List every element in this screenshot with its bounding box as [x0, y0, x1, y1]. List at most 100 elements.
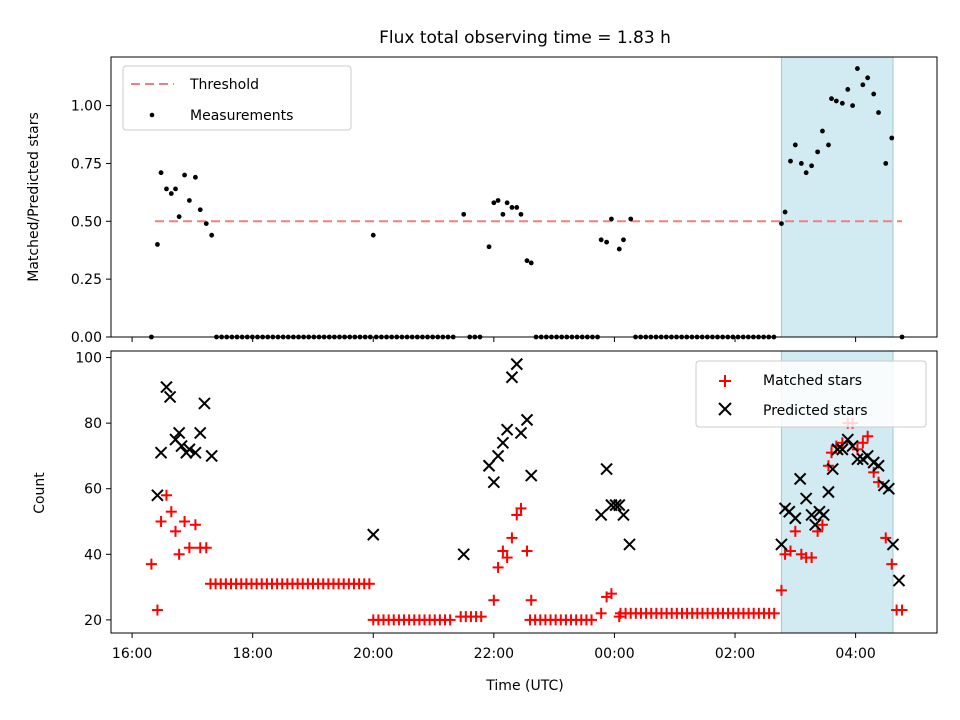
matched-star-marker	[363, 578, 375, 590]
predicted-star-marker	[775, 538, 788, 551]
matched-star-marker	[200, 542, 212, 554]
matched-star-marker	[525, 594, 537, 606]
matched-star-marker	[595, 607, 607, 619]
matched-star-marker	[515, 502, 527, 514]
predicted-star-marker	[183, 443, 196, 456]
measurement-point	[833, 98, 839, 104]
predicted-star-marker	[822, 485, 835, 499]
predicted-star-marker	[525, 469, 538, 482]
matched-star-marker	[501, 552, 513, 564]
matched-star-marker	[165, 506, 177, 518]
marker-stroke	[817, 508, 830, 522]
legend-matched-label: Matched stars	[763, 373, 862, 389]
marker-stroke	[514, 426, 528, 440]
predicted-star-marker	[194, 426, 207, 440]
predicted-star-marker	[831, 443, 844, 456]
marker-stroke	[457, 548, 470, 561]
legend-box	[122, 65, 352, 131]
matched-star-marker	[862, 430, 874, 442]
measurement-point	[173, 186, 178, 192]
measurement-point	[370, 232, 376, 238]
marker-stroke	[851, 453, 864, 466]
marker-stroke	[151, 489, 164, 502]
matched-star-marker	[170, 525, 182, 537]
measurement-point	[186, 198, 192, 203]
predicted-star-marker	[882, 482, 895, 495]
measurement-point	[815, 149, 821, 155]
legend-predicted-label: Predicted stars	[763, 403, 868, 419]
y-tick-label: 1.00	[71, 99, 102, 115]
measurement-point	[182, 172, 187, 178]
legend-predicted-swatch	[718, 402, 732, 416]
marker-stroke	[194, 426, 207, 440]
y-axis-label: Matched/Predicted stars	[26, 112, 42, 282]
measurement-point	[518, 211, 524, 217]
predicted-star-marker	[160, 380, 173, 394]
matched-star-marker	[444, 614, 456, 626]
marker-stroke	[867, 456, 880, 469]
predicted-star-marker	[520, 413, 534, 427]
matched-star-marker	[160, 489, 172, 501]
y-tick-label: 0.75	[71, 156, 102, 172]
x-axis-ticks	[131, 337, 857, 342]
legend-box	[695, 360, 927, 428]
measurement-point	[158, 170, 164, 176]
measurement-point	[820, 128, 825, 134]
chart-title: Flux total observing time = 1.83 h	[379, 28, 671, 48]
matched-star-marker	[145, 558, 157, 570]
predicted-star-marker	[172, 426, 186, 440]
matched-star-marker	[605, 588, 617, 600]
measurement-point	[504, 200, 510, 206]
measurement-point	[193, 174, 198, 180]
x-axis-ticks: 16:00 18:00 20:00 22:00 00:00 02:00 04:00	[112, 633, 876, 662]
y-axis-ticks: 0.00 0.25 0.50 0.75 1.00	[71, 99, 111, 346]
measurement-point	[889, 135, 895, 141]
marker-stroke	[160, 380, 173, 394]
predicted-star-marker	[872, 459, 885, 472]
y-tick-label: 100	[75, 351, 102, 367]
measurement-point	[500, 211, 506, 217]
measurement-point	[495, 198, 501, 203]
marker-stroke	[617, 508, 630, 522]
matched-star-marker	[488, 594, 500, 606]
marker-stroke	[877, 479, 891, 492]
matched-star-marker	[789, 525, 801, 537]
x-tick-label: 16:00	[112, 646, 152, 662]
measurement-point	[860, 82, 866, 88]
matched-star-marker	[492, 561, 504, 573]
predicted-star-marker	[846, 439, 859, 453]
matched-star-marker	[151, 604, 163, 616]
matched-star-marker	[784, 545, 796, 557]
predicted-star-marker	[163, 390, 177, 404]
predicted-star-marker	[457, 548, 470, 561]
matched-star-marker	[155, 516, 167, 528]
predicted-star-marker	[189, 446, 202, 459]
measurement-point	[855, 66, 860, 71]
measurement-point	[155, 242, 160, 247]
matched-star-marker	[806, 552, 818, 564]
marker-stroke	[500, 423, 514, 436]
predicted-star-marker	[836, 443, 849, 456]
measurement-point	[164, 186, 169, 192]
predicted-star-marker	[799, 492, 813, 505]
measurement-point	[628, 216, 634, 222]
marker-stroke	[205, 449, 218, 463]
measurement-point	[779, 221, 784, 227]
measurement-point	[168, 191, 174, 196]
y-tick-label: 20	[84, 613, 102, 629]
marker-stroke	[623, 538, 636, 551]
predicted-star-marker	[892, 574, 906, 587]
predicted-star-marker	[198, 397, 211, 410]
marker-stroke	[169, 433, 182, 446]
marker-stroke	[496, 436, 510, 450]
marker-stroke	[892, 574, 906, 587]
y-axis-label: Count	[32, 472, 48, 514]
predicted-star-marker	[841, 433, 854, 446]
measurement-point	[491, 200, 497, 206]
predicted-star-marker	[594, 508, 608, 522]
y-tick-label: 0.25	[71, 272, 102, 288]
predicted-stars-points	[151, 357, 906, 587]
predicted-star-marker	[600, 462, 613, 476]
measurement-point	[845, 86, 851, 92]
